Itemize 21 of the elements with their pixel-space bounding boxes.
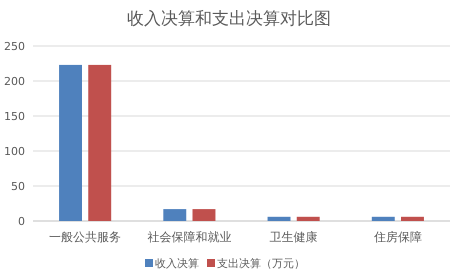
y-tick-label: 100 xyxy=(4,145,25,158)
bar xyxy=(192,209,216,221)
bar xyxy=(401,216,424,221)
y-tick-label: 200 xyxy=(4,75,25,88)
y-tick-label: 50 xyxy=(11,180,25,193)
bar xyxy=(163,209,186,221)
bar xyxy=(296,216,320,221)
bar xyxy=(268,216,290,221)
chart-title: 收入决算和支出决算对比图 xyxy=(127,9,331,29)
x-tick-label: 一般公共服务 xyxy=(49,230,122,244)
x-tick-label: 住房保障 xyxy=(372,230,422,244)
bar xyxy=(59,64,82,221)
x-tick-label: 社会保障和就业 xyxy=(147,230,232,244)
legend-label: 支出决算（万元） xyxy=(217,257,305,270)
x-tick-label: 卫生健康 xyxy=(270,230,318,244)
bar xyxy=(372,216,395,221)
y-tick-label: 0 xyxy=(18,215,25,228)
y-tick-label: 150 xyxy=(4,110,25,123)
bar xyxy=(88,64,112,221)
y-tick-label: 250 xyxy=(4,40,25,53)
legend-label: 收入决算 xyxy=(155,257,199,270)
